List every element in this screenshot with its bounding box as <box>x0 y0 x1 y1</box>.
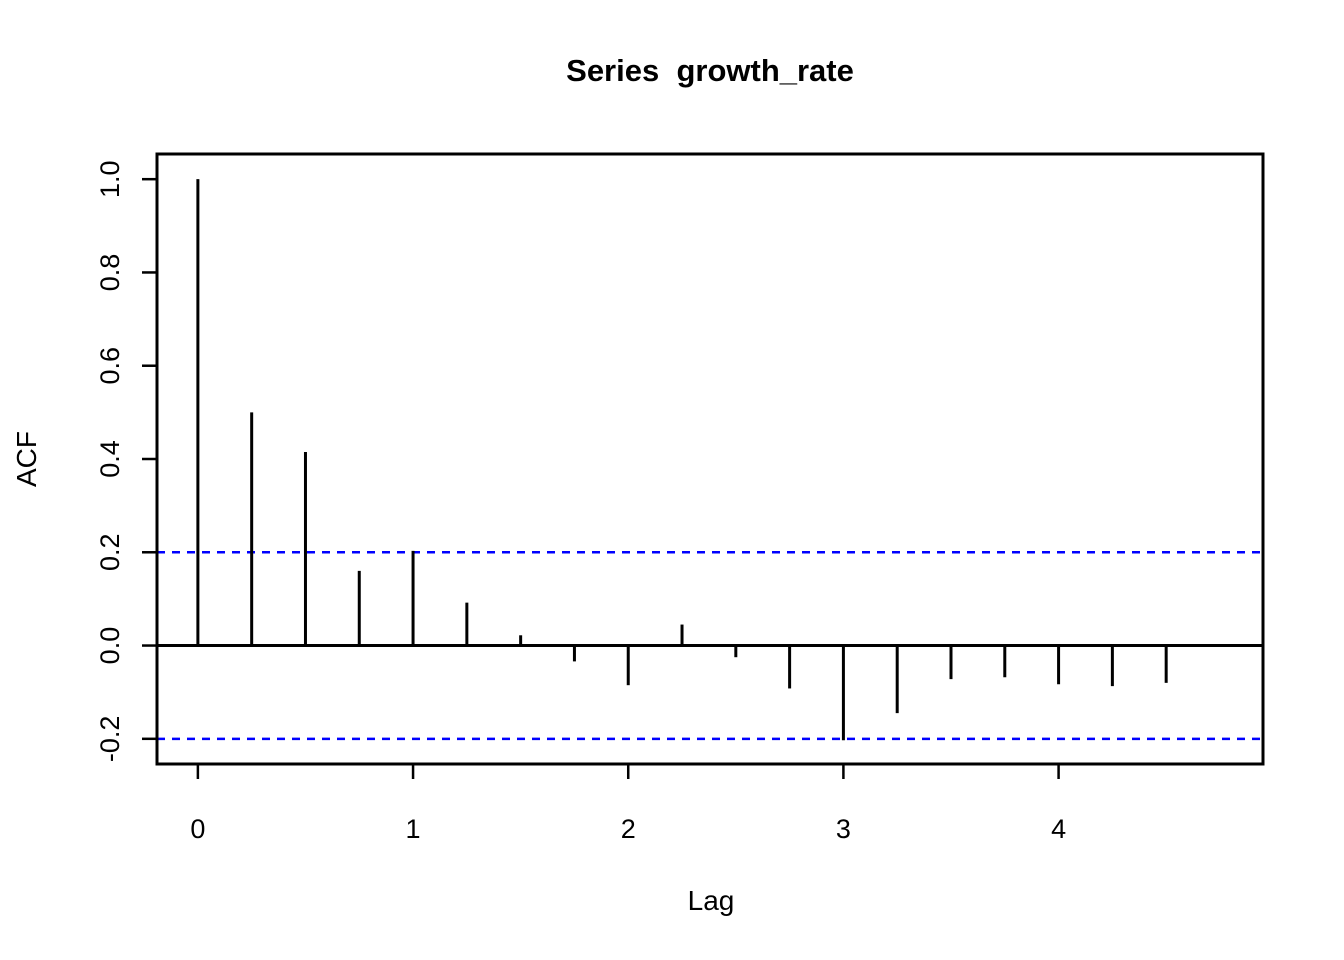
y-tick-label: -0.2 <box>95 716 125 763</box>
x-tick-label: 1 <box>406 814 421 844</box>
x-tick-label: 4 <box>1051 814 1066 844</box>
y-tick-label: 0.0 <box>95 627 125 665</box>
y-axis-label: ACF <box>11 431 42 487</box>
x-tick-label: 3 <box>836 814 851 844</box>
chart-title: Series growth_rate <box>566 53 854 88</box>
y-tick-label: 0.4 <box>95 440 125 478</box>
y-tick-label: 0.6 <box>95 347 125 385</box>
y-tick-label: 1.0 <box>95 160 125 198</box>
x-tick-label: 0 <box>190 814 205 844</box>
y-tick-label: 0.2 <box>95 533 125 571</box>
y-tick-label: 0.8 <box>95 254 125 292</box>
plot-border <box>155 152 1265 766</box>
plot-area: 0 1 2 3 4 -0.2 0.0 0.2 0.4 0.6 0.8 1.0 <box>95 152 1265 844</box>
x-axis-label: Lag <box>688 885 735 916</box>
x-tick-label: 2 <box>621 814 636 844</box>
